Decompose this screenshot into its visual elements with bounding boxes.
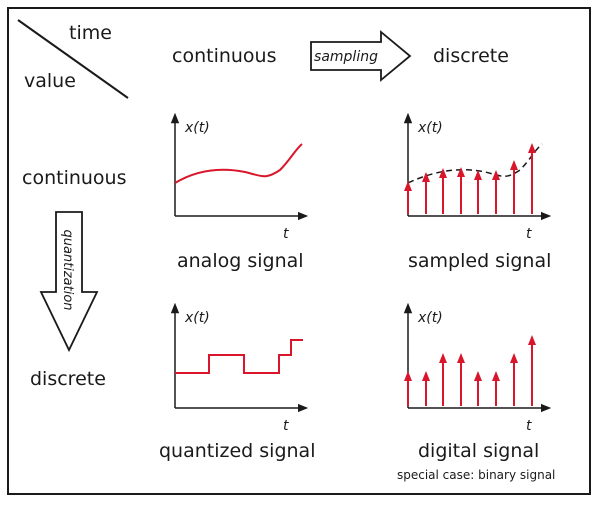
analog-signal-curve — [174, 143, 303, 184]
row-header-continuous: continuous — [22, 167, 127, 189]
corner-diagonal-line — [17, 19, 129, 99]
corner-time-label: time — [69, 22, 112, 44]
note-binary-signal: special case: binary signal — [397, 468, 556, 482]
quantized-signal-steps — [175, 339, 303, 374]
quantized-y-label: x(t) — [184, 310, 210, 326]
panel-analog: x(t) t — [170, 112, 309, 242]
digital-x-label: t — [526, 418, 532, 434]
sampled-envelope-curve — [407, 143, 543, 184]
sampled-x-label: t — [526, 226, 532, 242]
caption-analog-signal: analog signal — [177, 250, 304, 272]
quantized-x-label: t — [283, 418, 289, 434]
quantization-arrow-label: quantization — [60, 229, 75, 310]
diagram-frame — [7, 7, 591, 495]
caption-sampled-signal: sampled signal — [408, 250, 552, 272]
column-header-continuous: continuous — [172, 45, 277, 67]
row-header-discrete: discrete — [30, 368, 106, 390]
caption-digital-signal: digital signal — [418, 440, 540, 462]
analog-y-label: x(t) — [184, 120, 210, 136]
sampled-y-label: x(t) — [417, 120, 443, 136]
analog-x-label: t — [283, 226, 289, 242]
panel-digital: x(t) t — [403, 302, 552, 434]
caption-quantized-signal: quantized signal — [159, 440, 316, 462]
sampling-arrow — [310, 30, 412, 82]
corner-value-label: value — [24, 70, 76, 92]
digital-y-label: x(t) — [417, 310, 443, 326]
column-header-discrete: discrete — [433, 45, 509, 67]
panel-sampled: x(t) t — [403, 112, 552, 242]
quantization-arrow — [39, 211, 99, 353]
panel-quantized: x(t) t — [170, 302, 309, 434]
sampling-arrow-label: sampling — [314, 49, 378, 65]
